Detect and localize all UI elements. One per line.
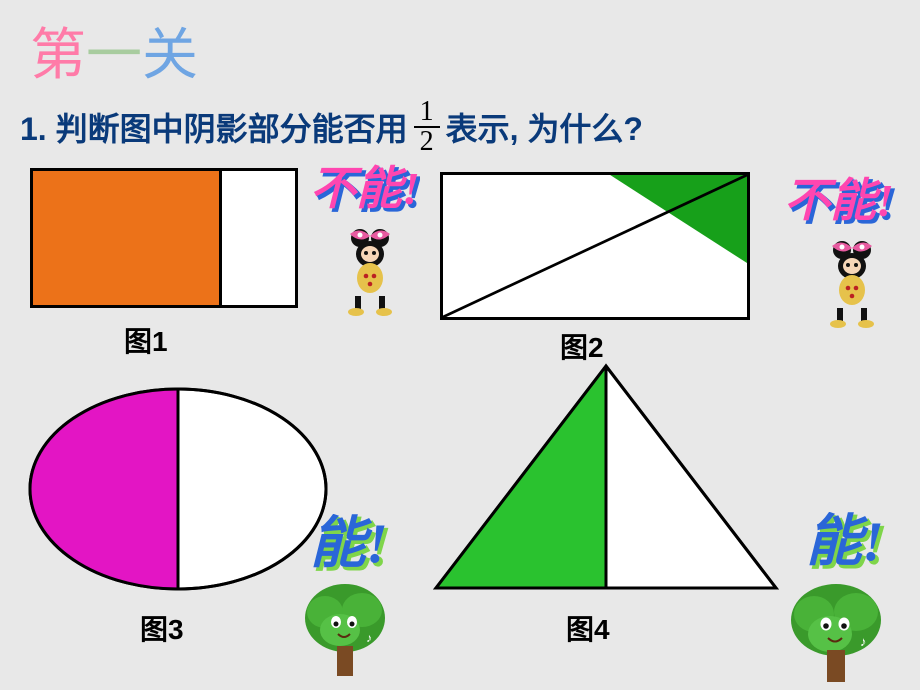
figure-1-shape bbox=[30, 168, 298, 308]
figure-1-shaded bbox=[33, 171, 222, 305]
question-suffix: 表示, 为什么? bbox=[446, 104, 643, 150]
figure-2-shape bbox=[440, 172, 750, 320]
figure-2-diagonal bbox=[443, 175, 747, 317]
figure-1-answer: 不能!不能! bbox=[310, 164, 420, 234]
fraction-one-half: 1 2 bbox=[414, 98, 440, 156]
figure-4-shape bbox=[426, 360, 786, 598]
figures-grid: 图1 不能!不能! bbox=[0, 162, 920, 682]
figure-1-divider bbox=[219, 171, 222, 305]
fraction-denominator: 2 bbox=[414, 128, 440, 156]
svg-text:能!: 能! bbox=[310, 514, 388, 575]
svg-text:不能!: 不能! bbox=[784, 176, 894, 226]
svg-text:♪: ♪ bbox=[366, 631, 372, 645]
figure-1-label: 图1 bbox=[124, 320, 168, 360]
svg-text:♪: ♪ bbox=[860, 634, 867, 649]
title-char-1: 第 bbox=[30, 25, 86, 87]
title-char-2: 一 bbox=[86, 25, 142, 87]
minnie-mouse-icon bbox=[340, 226, 400, 316]
fraction-numerator: 1 bbox=[414, 98, 440, 128]
figure-4-label: 图4 bbox=[566, 608, 610, 648]
title-char-3: 关 bbox=[142, 25, 198, 87]
figure-3-shaded bbox=[30, 389, 178, 589]
svg-text:能!: 能! bbox=[806, 512, 884, 573]
minnie-mouse-icon bbox=[822, 238, 882, 328]
question-prefix: 1. 判断图中阴影部分能否用 bbox=[20, 104, 408, 150]
answer-text: 不能! bbox=[310, 164, 420, 214]
figure-3-label: 图3 bbox=[140, 608, 184, 648]
tree-icon: ♪ bbox=[786, 580, 886, 684]
figure-2-answer: 不能!不能! bbox=[784, 176, 904, 246]
page-title: 第一关 bbox=[30, 10, 198, 91]
tree-icon: ♪ bbox=[300, 580, 390, 680]
figure-2-shaded bbox=[610, 175, 747, 263]
figure-3-shape bbox=[28, 384, 328, 594]
question-text: 1. 判断图中阴影部分能否用 1 2 表示, 为什么? bbox=[20, 98, 643, 156]
